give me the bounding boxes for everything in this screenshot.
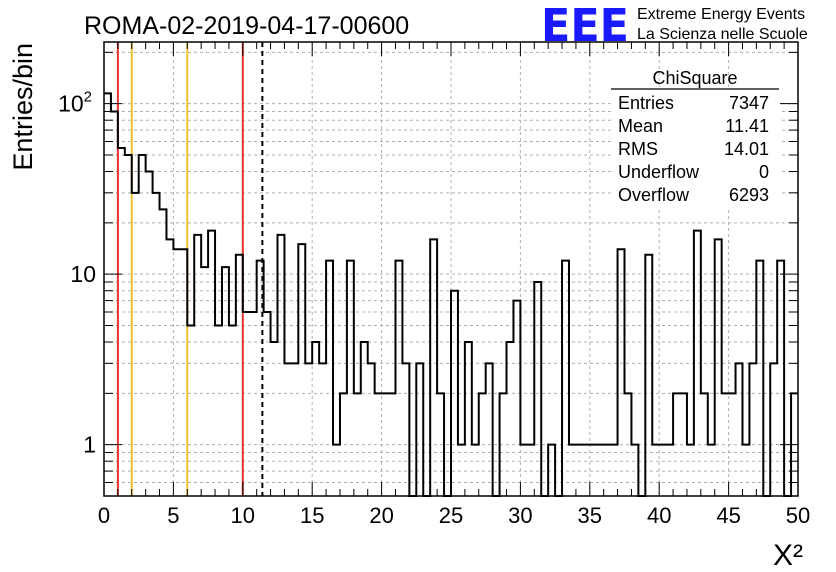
x-tick-label: 5 <box>167 503 179 528</box>
x-tick-label: 20 <box>369 503 393 528</box>
x-tick-label: 40 <box>647 503 671 528</box>
stats-row-value: 7347 <box>729 93 769 113</box>
stats-row-label: Underflow <box>618 162 700 182</box>
stats-row-value: 0 <box>759 162 769 182</box>
x-tick-label: 50 <box>786 503 810 528</box>
x-tick-label: 25 <box>439 503 463 528</box>
y-tick-label: 102 <box>58 89 92 117</box>
stats-row-label: Overflow <box>618 185 690 205</box>
stats-row-label: Mean <box>618 116 663 136</box>
stats-box-background <box>611 89 779 209</box>
stats-box-rows: Entries 7347 Mean 11.41 RMS 14.01 Underflow 0 Ov… <box>618 93 769 205</box>
x-tick-label: 30 <box>508 503 532 528</box>
x-tick-label: 15 <box>300 503 324 528</box>
eee-logo: EEE Extreme Energy Events La Scienza nel… <box>541 0 808 52</box>
chart-title: ROMA-02-2019-04-17-00600 <box>84 12 409 40</box>
stats-row-value: 14.01 <box>724 139 769 159</box>
x-tick-label: 0 <box>98 503 110 528</box>
stats-row-label: Entries <box>618 93 674 113</box>
x-tick-label: 10 <box>231 503 255 528</box>
stats-row-label: RMS <box>618 139 658 159</box>
logo-line-2: La Scienza nelle Scuole <box>637 26 808 43</box>
reference-lines <box>116 42 264 496</box>
logo-mark: EEE <box>541 0 629 52</box>
axes-ticks: 0 5 10 15 20 25 30 35 40 45 50 1 10 102 <box>58 42 810 528</box>
x-tick-label: 35 <box>578 503 602 528</box>
histogram-series-line <box>104 92 798 497</box>
stats-box-title: ChiSquare <box>652 68 737 88</box>
y-axis-label: Entries/bin <box>8 43 38 171</box>
x-tick-label: 45 <box>716 503 740 528</box>
x-axis-label: X² <box>773 539 803 572</box>
logo-line-1: Extreme Energy Events <box>637 6 805 23</box>
stats-box: ChiSquare Entries 7347 Mean 11.41 RMS 14.01 Un… <box>611 68 779 209</box>
y-tick-label: 1 <box>83 432 96 458</box>
stats-row-value: 11.41 <box>725 116 769 136</box>
stats-row-value: 6293 <box>729 185 769 205</box>
y-tick-label: 10 <box>70 261 96 287</box>
